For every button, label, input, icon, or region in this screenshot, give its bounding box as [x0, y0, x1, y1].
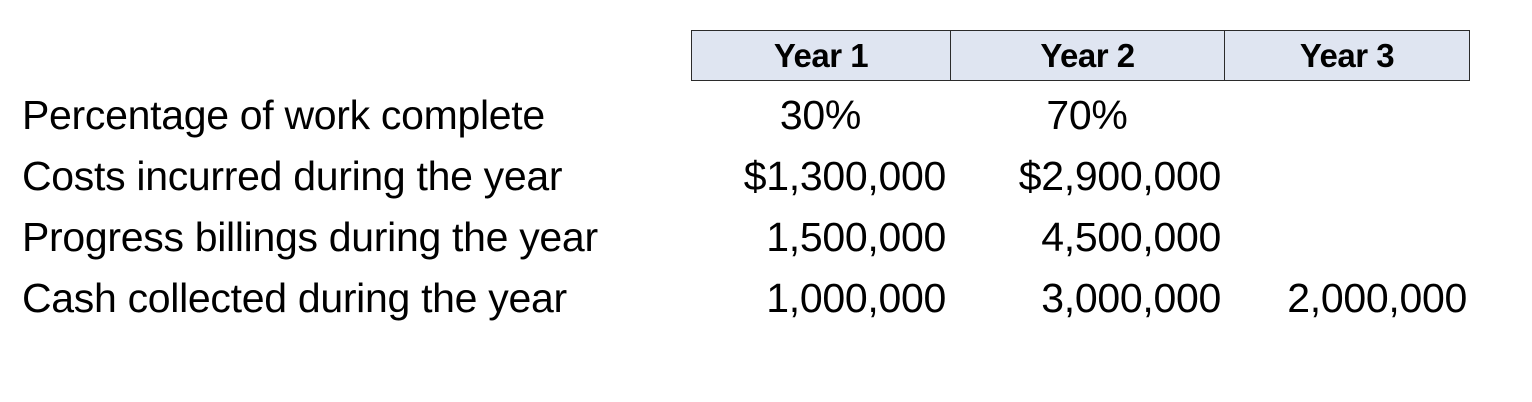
cell-percentage-year-1: 30% [779, 92, 862, 138]
row-label-progress-billings: Progress billings during the year [22, 214, 598, 260]
table-row: Progress billings during the year 1,500,… [0, 207, 1532, 267]
header-year-1: Year 1 [691, 30, 950, 81]
header-year-3: Year 3 [1224, 30, 1470, 81]
row-label-cash-collected: Cash collected during the year [22, 275, 567, 321]
table-row: Costs incurred during the year $1,300,00… [0, 146, 1532, 206]
cell-cash-year-1: 1,000,000 [766, 275, 946, 321]
row-label-percentage-complete: Percentage of work complete [22, 92, 545, 138]
header-year-2: Year 2 [950, 30, 1224, 81]
cell-costs-year-2: $2,900,000 [1018, 153, 1222, 199]
table-row: Percentage of work complete 30% 70% [0, 85, 1532, 145]
cell-cash-year-3: 2,000,000 [1287, 275, 1467, 321]
cell-billings-year-2: 4,500,000 [1041, 214, 1221, 260]
row-label-costs-incurred: Costs incurred during the year [22, 153, 563, 199]
cell-billings-year-1: 1,500,000 [766, 214, 946, 260]
cell-costs-year-1: $1,300,000 [743, 153, 947, 199]
cell-cash-year-2: 3,000,000 [1041, 275, 1221, 321]
table-header-row: Year 1 Year 2 Year 3 [691, 30, 1470, 81]
table-row: Cash collected during the year 1,000,000… [0, 268, 1532, 328]
cell-percentage-year-2: 70% [1046, 92, 1128, 138]
